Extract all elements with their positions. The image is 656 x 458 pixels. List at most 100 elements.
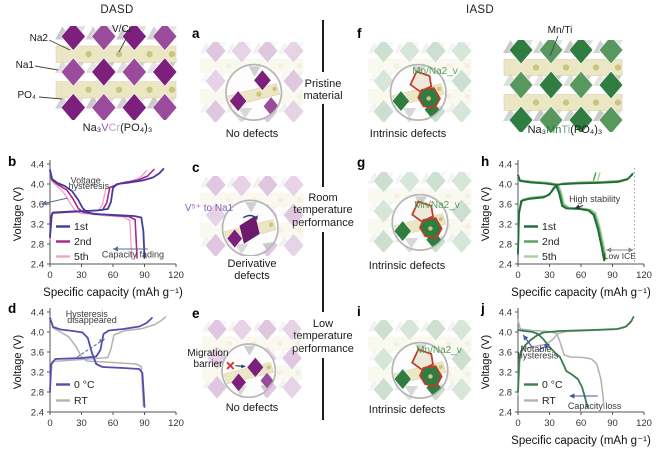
caption-panel-c: Derivative defects bbox=[227, 258, 277, 283]
svg-text:2nd: 2nd bbox=[542, 236, 560, 248]
svg-text:1st: 1st bbox=[542, 221, 556, 233]
stage-label-room-temp: Room temperature performance bbox=[292, 192, 354, 229]
divider-segment-1 bbox=[322, 20, 324, 72]
panel-letter-a: a bbox=[192, 26, 200, 41]
callout-panel-f: Mn/Na2_v bbox=[412, 66, 458, 77]
svg-text:hysteresis: hysteresis bbox=[69, 181, 110, 191]
callout-panel-e: Migration barrier bbox=[187, 348, 229, 370]
svg-text:2.4: 2.4 bbox=[31, 407, 44, 418]
svg-text:30: 30 bbox=[76, 418, 87, 429]
svg-text:3.2: 3.2 bbox=[31, 367, 44, 378]
panel-letter-d: d bbox=[8, 301, 17, 316]
chart-j: 0 30 60 90 120 2.4 2.8 3.2 3.6 4.0 4.4 Voltage (V) S… bbox=[478, 300, 656, 450]
structure-panel-i bbox=[368, 320, 472, 400]
svg-text:2.8: 2.8 bbox=[31, 387, 44, 398]
formula-segment: (PO₄)₃ bbox=[120, 122, 153, 134]
formula-segment: V bbox=[101, 122, 109, 134]
callout-panel-i: Mn/Na2_v bbox=[416, 345, 462, 356]
structure-panel-a bbox=[200, 42, 304, 122]
svg-text:Voltage (V): Voltage (V) bbox=[480, 187, 492, 241]
panel-letter-f: f bbox=[357, 26, 362, 41]
svg-text:Specific capacity (mAh g⁻¹): Specific capacity (mAh g⁻¹) bbox=[511, 435, 651, 447]
formula-segment: Cr bbox=[108, 122, 121, 134]
formula-namnti: Na₃MnTi(PO₄)₃ bbox=[500, 124, 630, 136]
structure-panel-f bbox=[368, 42, 472, 122]
caption-panel-e: No defects bbox=[225, 402, 279, 414]
svg-text:Voltage (V): Voltage (V) bbox=[480, 335, 492, 389]
svg-text:2nd: 2nd bbox=[74, 236, 92, 248]
panel-letter-b: b bbox=[8, 154, 17, 169]
caption-panel-a: No defects bbox=[225, 128, 279, 140]
divider-segment-2 bbox=[322, 104, 324, 187]
svg-text:2.8: 2.8 bbox=[31, 239, 44, 250]
svg-text:hysteresis: hysteresis bbox=[518, 351, 559, 361]
stage-label-pristine: Pristine material bbox=[303, 78, 343, 103]
svg-text:60: 60 bbox=[108, 418, 119, 429]
panel-letter-c: c bbox=[192, 160, 200, 175]
svg-text:60: 60 bbox=[108, 270, 119, 281]
svg-text:Voltage (V): Voltage (V) bbox=[12, 187, 24, 241]
svg-text:disappeared: disappeared bbox=[67, 315, 117, 325]
svg-text:120: 120 bbox=[168, 270, 184, 281]
svg-text:Voltage: Voltage bbox=[71, 176, 101, 186]
svg-text:120: 120 bbox=[636, 270, 652, 281]
svg-text:60: 60 bbox=[576, 418, 587, 429]
svg-text:30: 30 bbox=[76, 270, 87, 281]
structure-panel-c bbox=[200, 176, 304, 256]
svg-text:120: 120 bbox=[168, 418, 184, 429]
svg-text:0 °C: 0 °C bbox=[542, 379, 563, 391]
svg-text:2.4: 2.4 bbox=[499, 259, 512, 270]
crystal-structure-iasd bbox=[502, 40, 624, 132]
chart-h: 0 30 60 90 120 2.4 2.8 3.2 3.6 4.0 4.4 Voltage (V) S… bbox=[478, 152, 656, 302]
svg-text:0: 0 bbox=[515, 418, 520, 429]
svg-text:Low ICE: Low ICE bbox=[604, 251, 636, 261]
svg-text:90: 90 bbox=[607, 270, 618, 281]
panel-letter-h: h bbox=[481, 154, 490, 169]
svg-text:High stability: High stability bbox=[569, 194, 621, 204]
svg-text:3.2: 3.2 bbox=[499, 219, 512, 230]
svg-text:3.2: 3.2 bbox=[31, 219, 44, 230]
svg-text:3.2: 3.2 bbox=[499, 367, 512, 378]
svg-text:Specific capacity (mAh g⁻¹): Specific capacity (mAh g⁻¹) bbox=[43, 287, 183, 299]
svg-text:3.6: 3.6 bbox=[499, 199, 512, 210]
svg-text:4.4: 4.4 bbox=[499, 159, 512, 170]
svg-text:90: 90 bbox=[139, 270, 150, 281]
group-header-dasd: DASD bbox=[100, 4, 134, 16]
svg-text:4.4: 4.4 bbox=[31, 307, 44, 318]
svg-text:0 °C: 0 °C bbox=[74, 379, 95, 391]
svg-text:0: 0 bbox=[515, 270, 520, 281]
panel-letter-g: g bbox=[357, 155, 366, 170]
formula-segment: Ti bbox=[561, 124, 571, 136]
svg-text:4.4: 4.4 bbox=[31, 159, 44, 170]
formula-segment: Mn bbox=[546, 124, 562, 136]
caption-panel-i: Intrinsic defects bbox=[368, 404, 446, 416]
divider-segment-4 bbox=[322, 358, 324, 420]
caption-panel-g: Intrinsic defects bbox=[368, 260, 446, 272]
svg-text:4.0: 4.0 bbox=[31, 179, 44, 190]
svg-text:60: 60 bbox=[576, 270, 587, 281]
svg-text:Capacity fading: Capacity fading bbox=[102, 250, 164, 260]
site-label-na1: Na1 bbox=[15, 60, 34, 71]
svg-text:2.8: 2.8 bbox=[499, 239, 512, 250]
crystal-structure-dasd bbox=[55, 26, 177, 120]
svg-text:5th: 5th bbox=[542, 251, 557, 263]
panel-letter-e: e bbox=[192, 306, 200, 321]
callout-panel-c: V⁵⁺ to Na1 bbox=[184, 203, 234, 214]
chart-b: 0 30 60 90 120 2.4 2.8 3.2 3.6 4.0 4.4 Voltage (V) S… bbox=[10, 152, 188, 302]
svg-text:90: 90 bbox=[607, 418, 618, 429]
svg-text:4.0: 4.0 bbox=[499, 327, 512, 338]
svg-text:5th: 5th bbox=[74, 251, 89, 263]
svg-text:30: 30 bbox=[544, 418, 555, 429]
svg-text:0: 0 bbox=[47, 270, 52, 281]
site-label-vcr: V/Cr bbox=[112, 24, 132, 35]
svg-text:RT: RT bbox=[74, 395, 88, 407]
svg-text:Hysteresis: Hysteresis bbox=[66, 309, 109, 319]
divider-segment-3 bbox=[322, 232, 324, 312]
svg-text:4.0: 4.0 bbox=[499, 179, 512, 190]
panel-letter-j: j bbox=[481, 301, 485, 316]
formula-navcr: Na₃VCr(PO₄)₃ bbox=[55, 122, 180, 134]
svg-text:30: 30 bbox=[544, 270, 555, 281]
formula-segment: (PO₄)₃ bbox=[570, 124, 603, 136]
svg-text:2.8: 2.8 bbox=[499, 387, 512, 398]
